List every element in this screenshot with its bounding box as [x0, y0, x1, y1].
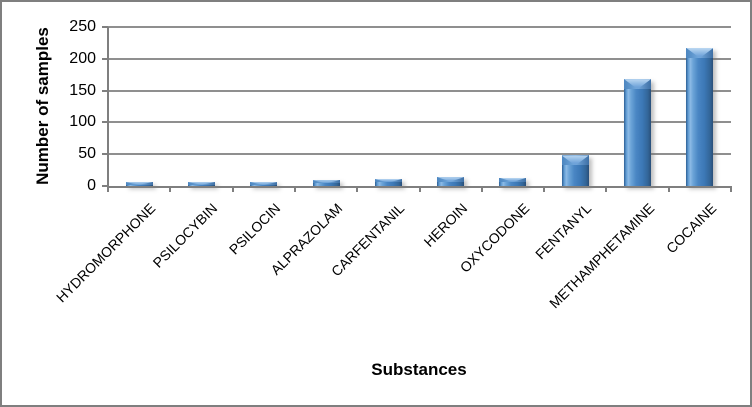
y-tick-label-50: 50	[78, 145, 96, 163]
x-tick-5	[418, 186, 421, 192]
y-tick-label-0: 0	[87, 177, 96, 194]
bar-cap-highlight	[374, 179, 402, 183]
x-tick-0	[107, 186, 109, 192]
bar-psilocybin	[187, 182, 215, 186]
gridline-150	[108, 89, 731, 92]
x-axis-line	[108, 186, 731, 188]
bar-cap-chevron	[437, 177, 465, 182]
x-tick-3	[293, 186, 296, 192]
bar-cap-chevron	[686, 47, 714, 58]
x-tick-10	[730, 186, 732, 192]
bar-cap-highlight	[624, 79, 652, 90]
y-tick-label-150: 150	[69, 81, 96, 99]
y-axis-line	[107, 27, 109, 186]
y-tick-100	[102, 121, 108, 124]
x-tick-8	[605, 186, 608, 192]
y-tick-label-200: 200	[69, 49, 96, 67]
y-tick-50	[102, 153, 108, 156]
x-axis-title: Substances	[371, 360, 467, 379]
bar-cap-chevron	[250, 182, 278, 185]
bar-cap-highlight	[686, 47, 714, 58]
y-tick-0	[102, 185, 108, 187]
x-tick-4	[356, 186, 359, 192]
bar-cap-highlight	[499, 177, 527, 182]
y-tick-200	[102, 57, 108, 60]
x-tick-9	[667, 186, 670, 192]
bar-cap-highlight	[187, 182, 215, 185]
gridline-50	[108, 153, 731, 156]
bar-cap-highlight	[561, 155, 589, 166]
bar-cap-chevron	[187, 182, 215, 185]
x-tick-2	[231, 186, 234, 192]
gridline-200	[108, 57, 731, 60]
bar-hydromorphone	[125, 182, 153, 186]
y-tick-250	[102, 26, 108, 28]
bar-cap-chevron	[499, 177, 527, 182]
bar-carfentanil	[374, 179, 402, 186]
gridline-250	[108, 26, 731, 28]
bar-methamphetamine	[624, 79, 652, 186]
bar-cap-chevron	[624, 79, 652, 90]
y-tick-150	[102, 89, 108, 92]
bar-heroin	[437, 177, 465, 186]
bar-cap-chevron	[374, 179, 402, 183]
gridline-100	[108, 121, 731, 124]
bar-cap-highlight	[250, 182, 278, 185]
bar-cap-highlight	[437, 177, 465, 182]
bar-alprazolam	[312, 180, 340, 186]
bar-cocaine	[686, 47, 714, 186]
bar-oxycodone	[499, 177, 527, 186]
bar-cap-highlight	[125, 182, 153, 185]
bar-cap-highlight	[312, 180, 340, 184]
bar-cap-chevron	[561, 155, 589, 166]
bar-psilocin	[250, 182, 278, 186]
x-tick-1	[169, 186, 172, 192]
bar-cap-chevron	[312, 180, 340, 184]
bar-cap-chevron	[125, 182, 153, 185]
x-tick-7	[543, 186, 546, 192]
y-tick-label-100: 100	[69, 113, 96, 131]
bar-fentanyl	[561, 155, 589, 186]
x-tick-6	[480, 186, 483, 192]
y-tick-label-250: 250	[69, 18, 96, 35]
